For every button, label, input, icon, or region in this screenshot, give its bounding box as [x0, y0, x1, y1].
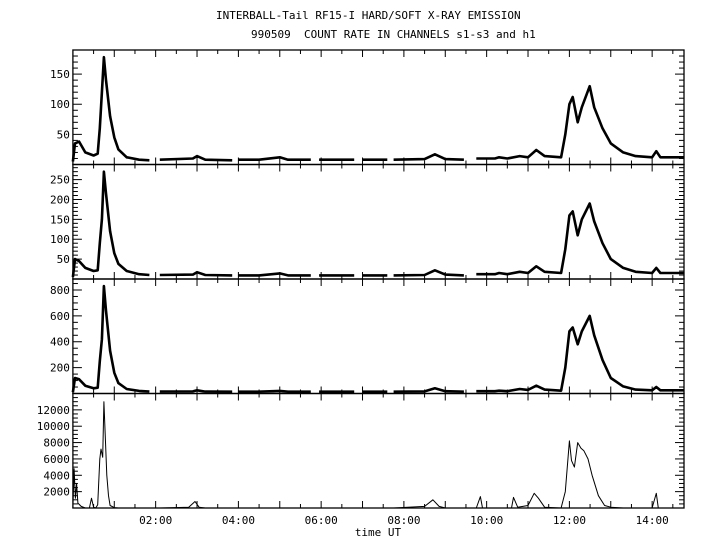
y-tick-label: 8000 — [43, 437, 70, 450]
panel-h1: 2000 4000 6000 8000 10000 12000 — [37, 392, 685, 509]
y-tick-label: 250 — [50, 174, 70, 187]
x-tick-label: 08:00 — [387, 514, 420, 527]
y-tick-label: 100 — [50, 233, 70, 246]
x-tick-label: 12:00 — [553, 514, 586, 527]
y-tick-label: 400 — [50, 336, 70, 349]
y-tick-label: 100 — [50, 98, 70, 111]
x-tick-label: 02:00 — [139, 514, 172, 527]
y-tick-label: 800 — [50, 284, 70, 297]
panel-frame — [72, 278, 685, 395]
panel-frame — [72, 392, 685, 509]
y-tick-label: 2000 — [43, 486, 70, 499]
x-tick-label: 10:00 — [470, 514, 503, 527]
panel-s3: 200 400 600 800 — [50, 278, 685, 395]
chart-subtitle: 990509 COUNT RATE IN CHANNELS s1-s3 and … — [251, 28, 536, 41]
chart-title: INTERBALL-Tail RF15-I HARD/SOFT X-RAY EM… — [216, 9, 521, 22]
y-tick-label: 12000 — [37, 404, 70, 417]
panel-s2: 50 100 150 200 250 — [50, 163, 685, 280]
y-tick-label: 50 — [57, 128, 70, 141]
y-tick-label: 6000 — [43, 453, 70, 466]
y-tick-label: 10000 — [37, 420, 70, 433]
y-tick-label: 200 — [50, 193, 70, 206]
series-line-s3 — [71, 284, 684, 393]
x-tick-label: 04:00 — [222, 514, 255, 527]
panel-frame — [72, 163, 685, 280]
x-tick-label: 06:00 — [305, 514, 338, 527]
x-axis-label: time UT — [355, 526, 402, 539]
y-tick-label: 150 — [50, 68, 70, 81]
y-tick-label: 200 — [50, 362, 70, 375]
y-tick-label: 4000 — [43, 469, 70, 482]
y-tick-label: 600 — [50, 310, 70, 323]
y-tick-label: 50 — [57, 253, 70, 266]
series-line-h1 — [72, 401, 684, 509]
series-line-s1 — [71, 55, 684, 162]
y-tick-label: 150 — [50, 213, 70, 226]
panel-s1: 50 100 150 — [50, 49, 685, 166]
panel-frame — [72, 49, 685, 166]
series-line-s2 — [71, 170, 684, 278]
x-tick-label: 14:00 — [636, 514, 669, 527]
